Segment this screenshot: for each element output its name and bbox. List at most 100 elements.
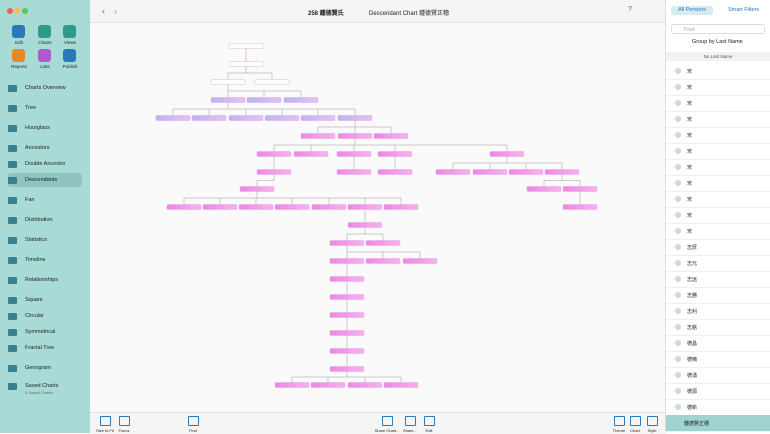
selected-person[interactable]: 鍾德賢正穗 [666, 415, 770, 432]
action-icon[interactable] [38, 25, 51, 38]
toolbar-button[interactable]: Theme [606, 416, 632, 433]
person-box [191, 115, 227, 121]
person-box [508, 169, 544, 175]
group-selector[interactable]: Group by Last Name [692, 39, 743, 45]
sidebar-item[interactable]: Descendants [8, 173, 82, 187]
sidebar-item[interactable]: Double Ancestor [8, 157, 82, 171]
person-icon [675, 148, 681, 154]
back-button[interactable]: ‹ [102, 6, 105, 16]
person-row[interactable]: 德源 [666, 383, 770, 400]
person-row[interactable]: 志利 [666, 303, 770, 320]
sidebar-item[interactable]: Fractal Tree [8, 341, 82, 355]
action-label[interactable]: Publish [62, 64, 78, 69]
person-row[interactable]: 宋 [666, 175, 770, 192]
help-button[interactable]: ? [628, 6, 632, 13]
sidebar-item[interactable]: Tree [8, 101, 82, 115]
person-row[interactable]: 德湧 [666, 367, 770, 384]
person-icon [675, 404, 681, 410]
person-name: 宋 [687, 196, 693, 203]
toolbar-button[interactable]: Chart [622, 416, 648, 433]
sidebar-item[interactable]: Timeline [8, 253, 82, 267]
toolbar-button[interactable]: Share Chart... [374, 416, 400, 433]
action-label[interactable]: Views [64, 40, 76, 45]
person-row[interactable]: 志远 [666, 271, 770, 288]
toolbar-button[interactable]: Edit [416, 416, 442, 433]
person-icon [675, 84, 681, 90]
sidebar-item[interactable]: Distribution [8, 213, 82, 227]
person-row[interactable]: 宋 [666, 111, 770, 128]
person-box [329, 294, 365, 300]
action-icon[interactable] [38, 49, 51, 62]
action-icon[interactable] [12, 25, 25, 38]
toolbar-button[interactable]: Find [180, 416, 206, 433]
action-icon[interactable] [63, 25, 76, 38]
item-label: Descendants [25, 177, 58, 183]
toolbar-button[interactable]: Share... [397, 416, 423, 433]
person-row[interactable]: 德楠 [666, 351, 770, 368]
person-icon [675, 212, 681, 218]
tab[interactable]: All Persons [671, 6, 713, 15]
sidebar-item[interactable]: Ancestors [8, 141, 82, 155]
person-row[interactable]: 宋 [666, 207, 770, 224]
person-row[interactable]: 志銘 [666, 319, 770, 336]
item-icon [8, 84, 17, 92]
toolbar-button[interactable]: Size to Fit [92, 416, 118, 433]
person-name: 宋 [687, 228, 693, 235]
action-label[interactable]: Edit [15, 40, 23, 45]
button-icon [99, 416, 111, 426]
toolbar-button[interactable]: Focus [111, 416, 137, 433]
action-icon[interactable] [63, 49, 76, 62]
action-label[interactable]: Reports [11, 64, 27, 69]
forward-button[interactable]: › [114, 6, 117, 16]
sidebar-item[interactable]: Statistics [8, 233, 82, 247]
person-box [329, 312, 365, 318]
person-row[interactable]: 宋 [666, 63, 770, 80]
person-row[interactable]: 宋 [666, 127, 770, 144]
person-box [329, 366, 365, 372]
person-box [256, 169, 292, 175]
item-icon [8, 124, 17, 132]
item-label: Double Ancestor [25, 161, 66, 167]
button-label: Focus [118, 428, 130, 433]
item-icon [8, 236, 17, 244]
sidebar-item[interactable]: Genogram [8, 361, 82, 375]
window-controls [7, 8, 28, 16]
person-box [329, 330, 365, 336]
button-label: Find [189, 428, 197, 433]
person-row[interactable]: 宋 [666, 159, 770, 176]
person-row[interactable]: 德新 [666, 399, 770, 416]
button-icon [404, 416, 416, 426]
person-row[interactable]: 宋 [666, 191, 770, 208]
person-icon [675, 260, 681, 266]
person-row[interactable]: 宋 [666, 223, 770, 240]
action-icon[interactable] [12, 49, 25, 62]
person-box [337, 115, 373, 121]
sidebar-item[interactable]: Square [8, 293, 82, 307]
action-label[interactable]: Lists [40, 64, 50, 69]
person-row[interactable]: 德昌 [666, 335, 770, 352]
toolbar-button[interactable]: Style [639, 416, 665, 433]
action-label[interactable]: Charts [38, 40, 52, 45]
sidebar-item[interactable]: Charts Overview [8, 81, 82, 95]
sidebar-item[interactable]: Saved Charts [8, 379, 82, 393]
item-label: Saved Charts [25, 383, 59, 389]
sidebar-item[interactable]: Fan [8, 193, 82, 207]
sidebar-item[interactable]: Symmetrical [8, 325, 82, 339]
search-field[interactable]: Find [671, 24, 765, 34]
person-row[interactable]: 志元 [666, 255, 770, 272]
tab[interactable]: Smart Filters [728, 7, 760, 13]
person-row[interactable]: 宋 [666, 143, 770, 160]
sidebar-item[interactable]: Hourglass [8, 121, 82, 135]
descendant-tree [155, 43, 598, 388]
person-box [373, 133, 409, 139]
person-row[interactable]: 宋 [666, 95, 770, 112]
person-box [310, 382, 346, 388]
person-box [300, 115, 336, 121]
person-row[interactable]: 志厚 [666, 239, 770, 256]
person-row[interactable]: 志勝 [666, 287, 770, 304]
person-name: 宋 [687, 68, 693, 75]
sidebar-item[interactable]: Circular [8, 309, 82, 323]
sidebar-item[interactable]: Relationships [8, 273, 82, 287]
person-row[interactable]: 宋 [666, 79, 770, 96]
